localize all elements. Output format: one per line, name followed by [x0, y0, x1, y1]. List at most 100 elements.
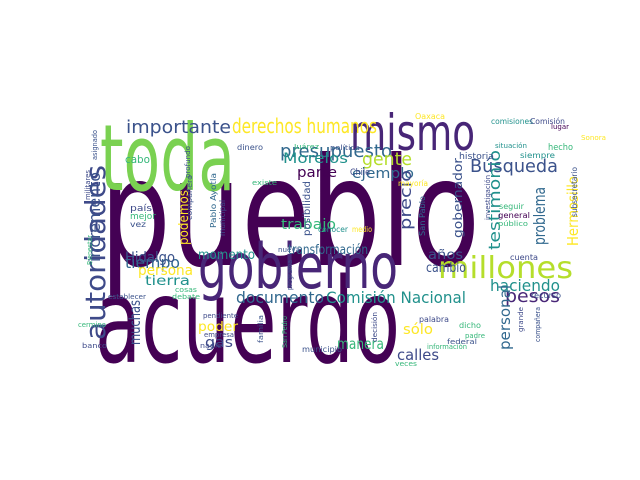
word-toda: toda	[100, 105, 235, 212]
word-precio: precio	[396, 170, 415, 230]
word-posibilidad: posibilidad	[302, 181, 313, 236]
word-tierra: tierra	[145, 274, 190, 289]
word-hecho: hecho	[548, 143, 573, 153]
word-derechos-humanos: derechos humanos	[232, 114, 377, 138]
word-companero: compañero	[186, 175, 194, 220]
word-asignado: asignado	[91, 130, 99, 160]
word-dinero: dinero	[237, 143, 263, 152]
word-busqueda: Búsqueda	[470, 156, 558, 177]
word-comision: Comisión	[530, 116, 565, 126]
word-mejor: mejor	[130, 212, 156, 222]
word-acuerdo: acuerdo	[95, 252, 400, 390]
word-existe: existe	[252, 179, 277, 187]
word-nadie: nadie	[200, 342, 222, 350]
word-anos: años	[428, 248, 463, 263]
word-padre: padre	[465, 332, 485, 340]
word-documento: documento	[236, 288, 324, 307]
word-mayoria: mayoría	[398, 179, 428, 188]
word-autoridades: autoridades	[79, 165, 112, 340]
word-transformacion: transformación	[288, 243, 368, 258]
word-san-pablo: San Pablo	[418, 196, 427, 236]
word-pesos: pesos	[505, 286, 560, 307]
word-presupuesto: presupuesto	[280, 141, 392, 162]
word-palabra: palabra	[419, 315, 449, 324]
word-vez: vez	[130, 220, 146, 229]
word-historia: historia	[459, 152, 494, 162]
word-cosas: cosas	[175, 286, 197, 294]
word-veces: veces	[395, 360, 417, 368]
word-chile: Chile	[350, 168, 370, 178]
word-publico: público	[498, 220, 528, 228]
word-debate: debate	[172, 293, 200, 301]
word-momento: momento	[198, 248, 255, 263]
word-decision: decisión	[371, 312, 379, 342]
word-problema: problema	[530, 187, 549, 245]
word-trabajo: trabajo	[281, 217, 336, 233]
word-testimonio: testimonio	[485, 150, 504, 250]
word-establecer: establecer	[108, 293, 146, 301]
word-pendiente: pendiente	[203, 312, 238, 320]
word-san-pedro: San Pedro	[281, 316, 289, 348]
word-hermosillo: Hermosillo	[564, 176, 582, 246]
word-bienestar: Bienestar	[86, 235, 94, 265]
word-manera: manera	[337, 335, 384, 353]
word-empresa: empresa	[204, 331, 234, 339]
word-cambio: cambio	[426, 261, 466, 276]
word-incremento: incremento	[85, 172, 104, 262]
word-seguir: seguir	[499, 202, 525, 211]
word-lugar: lugar	[551, 123, 569, 131]
word-municipal: municipal	[218, 200, 227, 236]
word-comisiones: comisiones	[491, 117, 533, 126]
word-pablo-ayotla: Pablo Ayotla	[209, 173, 218, 228]
word-muchas: muchas	[126, 300, 144, 345]
word-gobernador: gobernador	[451, 158, 465, 238]
word-conocer: conocer	[318, 225, 349, 234]
word-calles: calles	[397, 346, 439, 364]
word-morelos: Morelos	[283, 151, 348, 167]
word-importante: importante	[126, 117, 231, 138]
word-juarez: Juárez	[293, 143, 320, 151]
word-millones: millones	[438, 251, 573, 286]
word-cabo: cabo	[125, 153, 150, 166]
word-programa: programa	[286, 260, 294, 290]
word-gobierno: gobierno	[198, 230, 398, 303]
word-companera: compañera	[534, 307, 542, 342]
word-ejemplo: ejemplo	[352, 166, 414, 182]
word-pais: país	[130, 204, 152, 214]
word-hidalgo: Hidalgo	[125, 250, 175, 266]
word-sonora: Sonora	[581, 134, 606, 142]
word-tiempo: tiempo	[125, 253, 180, 272]
word-poder: poder	[198, 320, 239, 335]
word-haciendo: haciendo	[490, 276, 560, 295]
word-oaxaca: Oaxaca	[415, 112, 445, 121]
word-solo: sólo	[403, 322, 433, 338]
word-banco: banco	[82, 342, 107, 350]
word-general: general	[498, 211, 530, 220]
word-podemos: podemos	[177, 190, 192, 245]
word-persona: persona	[138, 263, 193, 279]
word-subsecretario: subsecretario	[570, 167, 579, 217]
word-militares: militares	[84, 170, 92, 200]
word-situacion: situación	[495, 142, 527, 150]
word-grande: grande	[517, 307, 525, 332]
word-cermino: cermino	[78, 321, 106, 329]
word-familia: familia	[257, 315, 265, 343]
word-mismo: mismo	[350, 104, 475, 162]
word-cuenta: cuenta	[510, 253, 538, 262]
word-investigacion: investigación	[484, 175, 492, 220]
word-gas: gas	[205, 335, 233, 351]
word-politica: política	[330, 144, 360, 152]
word-medio: medio	[352, 225, 372, 234]
word-gente: gente	[362, 149, 412, 170]
word-profundo: profundo	[184, 146, 192, 178]
word-municipio: municipio	[302, 345, 342, 354]
word-personal: personal	[496, 285, 514, 350]
word-federal: federal	[447, 338, 477, 346]
word-informacion: información	[427, 343, 467, 351]
word-comision-nacional: Comisión Nacional	[326, 288, 466, 307]
word-dicho: dicho	[459, 321, 481, 330]
word-parte: parte	[297, 165, 337, 181]
word-recurso: recurso	[531, 291, 561, 300]
